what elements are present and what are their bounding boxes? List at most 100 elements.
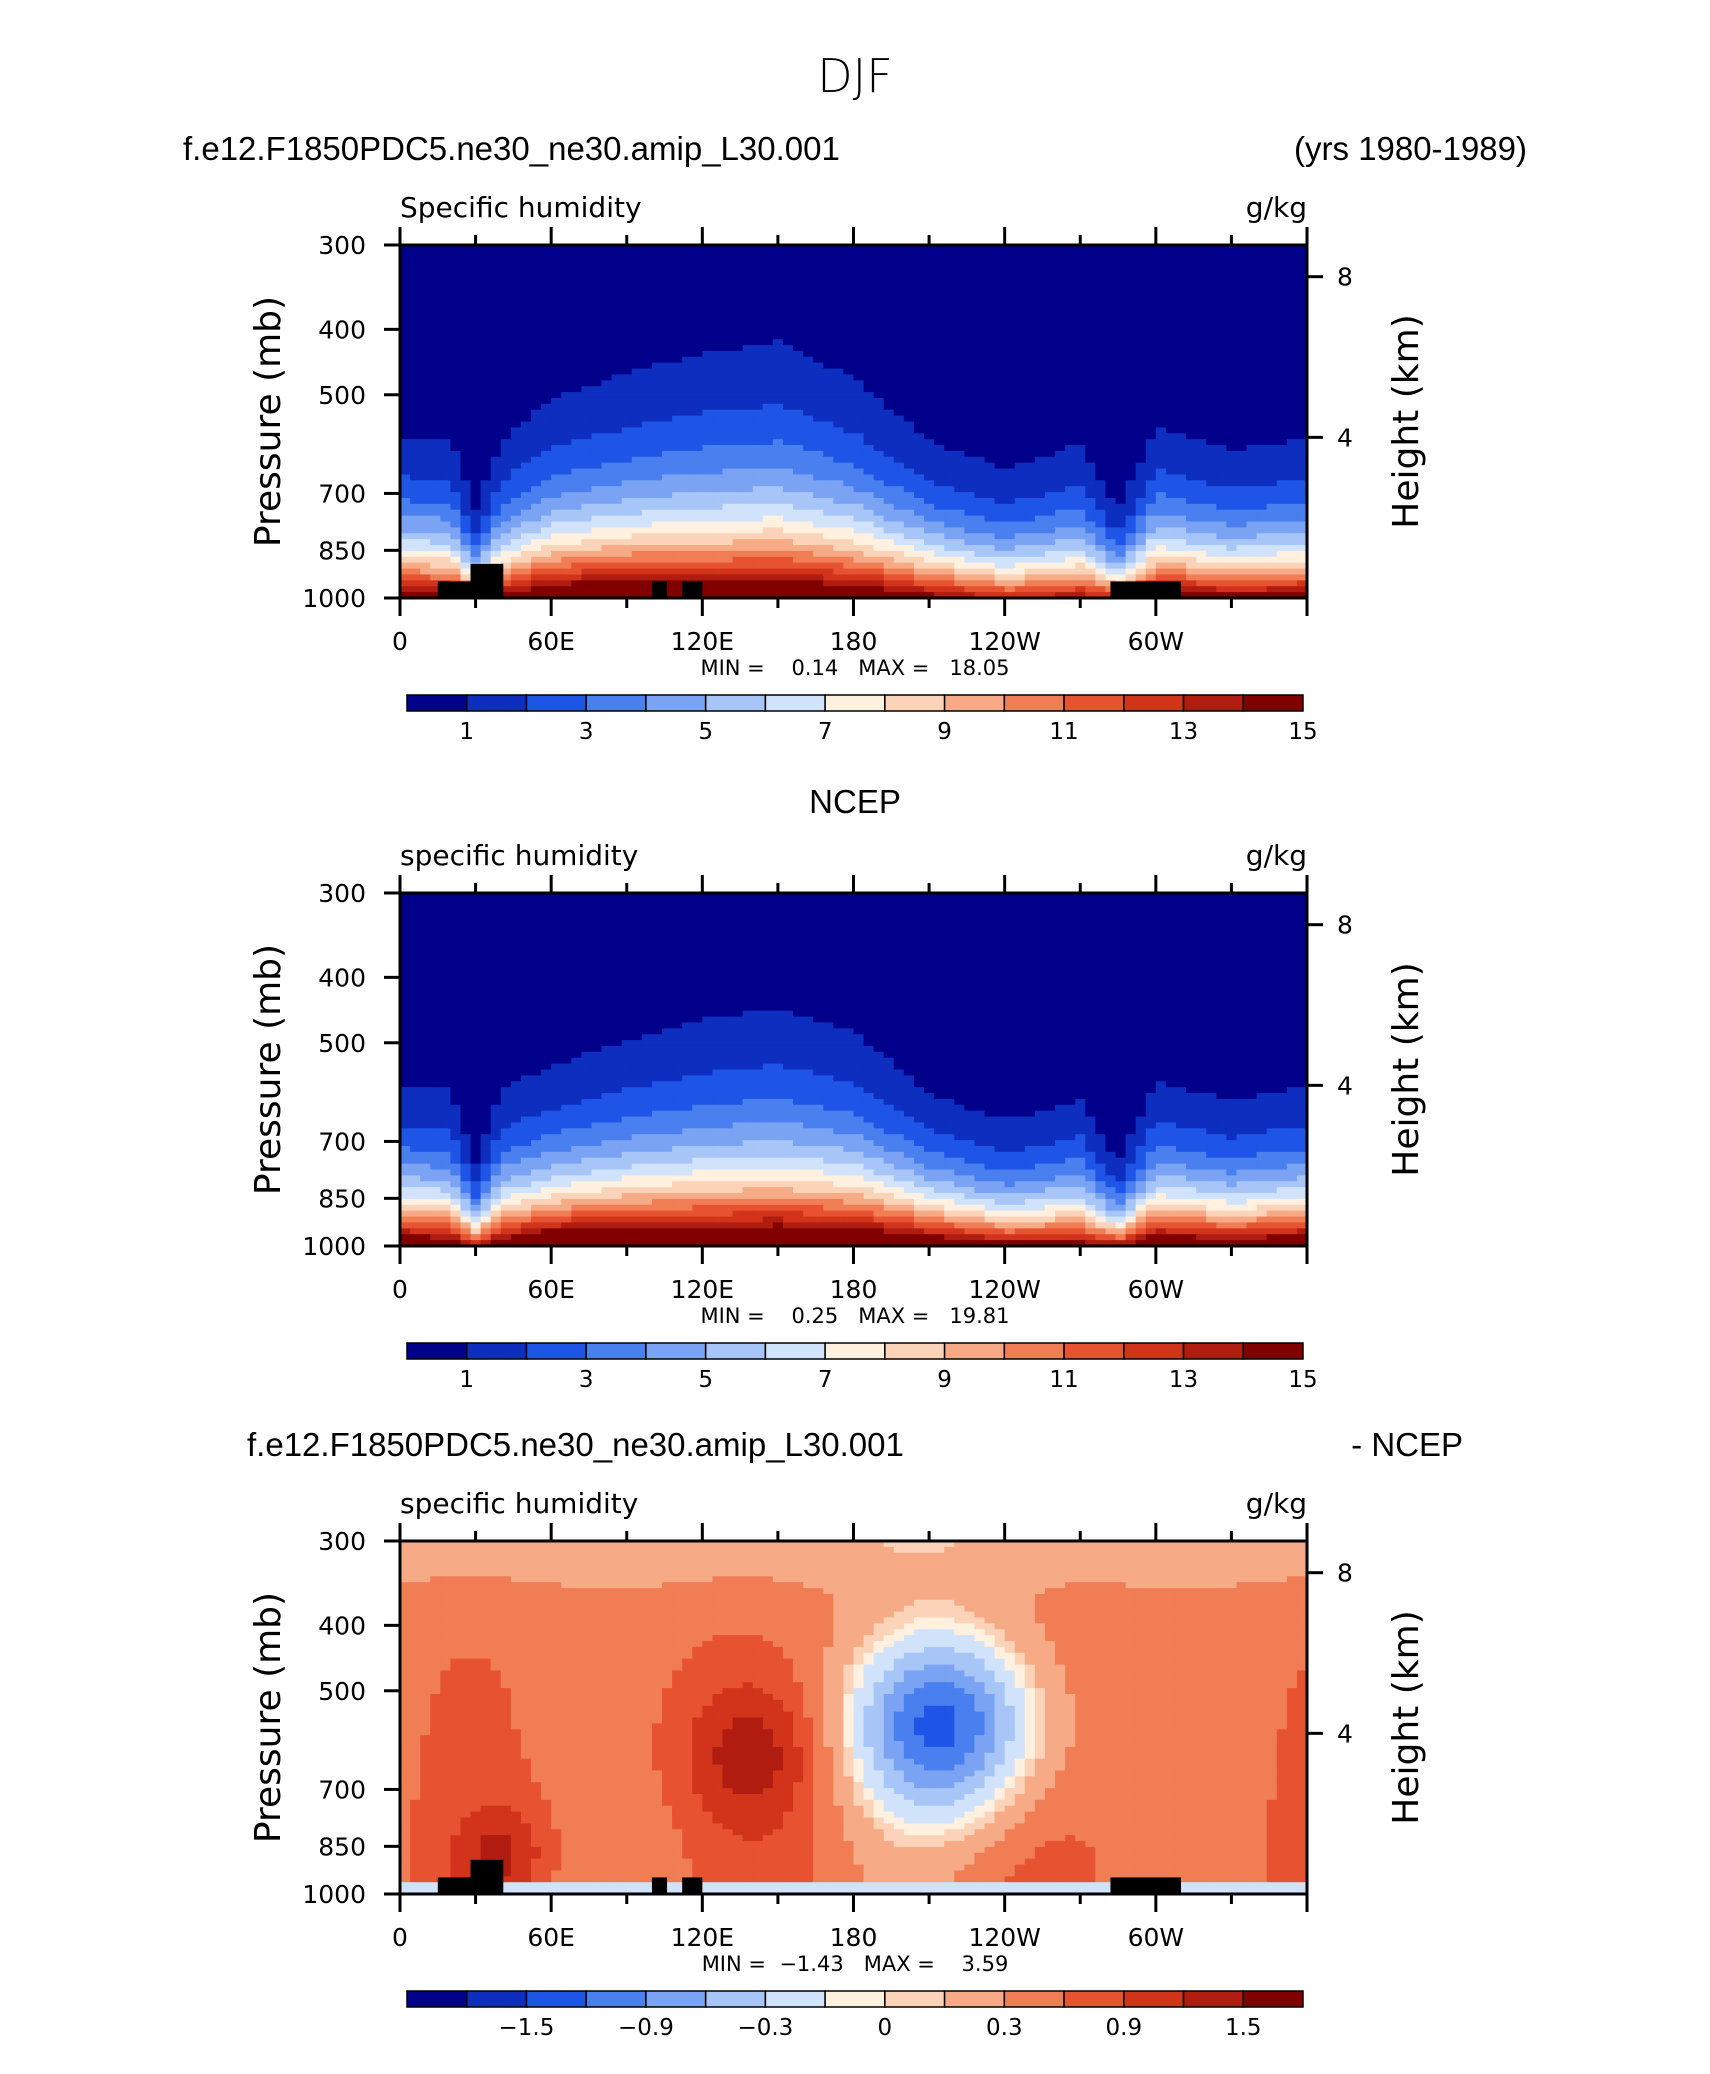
field-cell xyxy=(621,362,633,370)
field-cell xyxy=(873,292,885,299)
field-cell xyxy=(1135,262,1147,270)
field-cell xyxy=(571,497,582,505)
field-cell xyxy=(722,492,734,499)
field-cell xyxy=(1145,468,1157,476)
field-cell xyxy=(702,480,714,487)
field-cell xyxy=(944,368,955,376)
field-cell xyxy=(682,292,693,299)
field-cell xyxy=(682,339,693,346)
field-cell xyxy=(551,421,562,428)
field-cell xyxy=(500,474,512,481)
field-cell xyxy=(541,503,552,511)
field-cell xyxy=(1125,462,1137,470)
field-cell xyxy=(1206,356,1217,364)
field-cell xyxy=(672,474,683,481)
field-cell xyxy=(611,462,623,470)
field-cell xyxy=(1165,533,1177,540)
field-cell xyxy=(813,327,824,334)
field-cell xyxy=(793,256,804,264)
panel-1-plot-area xyxy=(400,245,1307,598)
field-cell xyxy=(954,380,965,387)
field-cell xyxy=(621,433,633,440)
field-cell xyxy=(924,268,935,276)
field-cell xyxy=(641,256,653,264)
field-cell xyxy=(601,539,613,546)
field-cell xyxy=(601,521,613,528)
field-cell xyxy=(631,527,643,534)
field-cell xyxy=(833,362,845,370)
field-cell xyxy=(1175,345,1187,352)
field-cell xyxy=(843,345,855,352)
field-cell xyxy=(460,292,472,299)
field-cell xyxy=(662,509,673,517)
field-cell xyxy=(460,468,472,476)
field-cell xyxy=(531,445,542,452)
field-cell xyxy=(742,492,754,499)
field-cell xyxy=(510,297,522,305)
field-cell xyxy=(1206,274,1217,281)
field-cell xyxy=(490,256,502,264)
field-cell xyxy=(702,268,714,276)
field-cell xyxy=(924,533,935,540)
field-cell xyxy=(823,339,834,346)
field-cell xyxy=(853,415,865,423)
field-cell xyxy=(1075,380,1086,387)
field-cell xyxy=(742,462,754,470)
field-cell xyxy=(1075,250,1086,258)
field-cell xyxy=(1196,345,1207,352)
field-cell xyxy=(813,421,824,428)
field-cell xyxy=(571,245,582,252)
field-cell xyxy=(893,515,905,523)
field-cell xyxy=(863,256,875,264)
field-cell xyxy=(641,503,653,511)
field-cell xyxy=(843,427,855,434)
field-cell xyxy=(500,556,512,564)
field-cell xyxy=(752,392,764,399)
field-cell xyxy=(702,474,714,481)
field-cell xyxy=(541,245,552,252)
field-cell xyxy=(1115,521,1127,528)
field-cell xyxy=(813,397,824,405)
field-cell xyxy=(722,362,734,370)
field-cell xyxy=(1034,556,1046,564)
field-cell xyxy=(913,350,925,358)
field-cell xyxy=(873,533,885,540)
field-cell xyxy=(742,474,754,481)
field-cell xyxy=(410,550,421,558)
field-cell xyxy=(974,527,986,534)
field-cell xyxy=(742,356,754,364)
field-cell xyxy=(500,468,512,476)
field-cell xyxy=(873,339,885,346)
field-cell xyxy=(883,527,895,534)
field-cell xyxy=(702,297,714,305)
field-cell xyxy=(1024,445,1036,452)
field-cell xyxy=(944,550,955,558)
field-cell xyxy=(762,497,774,505)
field-cell xyxy=(803,262,814,270)
field-cell xyxy=(913,397,925,405)
field-cell xyxy=(1286,456,1298,464)
field-cell xyxy=(1145,545,1157,552)
field-cell xyxy=(1175,539,1187,546)
field-cell xyxy=(561,533,572,540)
field-cell xyxy=(1175,462,1187,470)
field-cell xyxy=(1004,480,1016,487)
field-cell xyxy=(1095,492,1107,499)
field-cell xyxy=(903,439,915,446)
field-cell xyxy=(732,403,744,411)
field-cell xyxy=(1034,539,1046,546)
field-cell xyxy=(722,480,734,487)
field-cell xyxy=(672,450,683,458)
field-cell xyxy=(1165,339,1177,346)
field-cell xyxy=(702,515,714,523)
field-cell xyxy=(561,245,572,252)
field-cell xyxy=(1145,345,1157,352)
field-cell xyxy=(1034,345,1046,352)
field-cell xyxy=(1256,250,1268,258)
field-cell xyxy=(1034,309,1046,317)
field-cell xyxy=(893,345,905,352)
field-cell xyxy=(1276,368,1288,376)
field-cell xyxy=(480,503,492,511)
field-cell xyxy=(1256,439,1268,446)
field-cell xyxy=(732,509,744,517)
